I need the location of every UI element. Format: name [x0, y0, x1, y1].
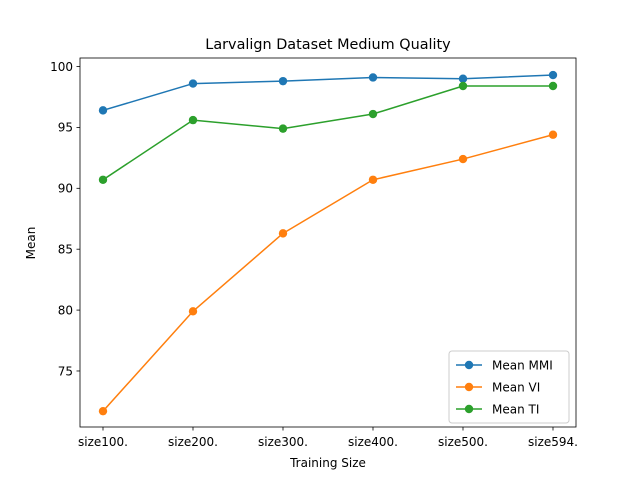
data-point-mean-mmi [98, 106, 108, 115]
plot-area-frame [79, 57, 577, 428]
data-point-mean-ti [548, 81, 558, 91]
series-line-mean-vi [101, 133, 554, 413]
y-tick-label: 95 [58, 121, 73, 135]
series-line-mean-mmi [102, 74, 554, 112]
legend-marker-mean-mmi [464, 360, 474, 370]
data-point-mean-mmi [188, 79, 198, 88]
y-axis-label: Mean [24, 227, 38, 260]
data-point-mean-ti [188, 115, 198, 125]
y-tick-label: 100 [50, 60, 73, 74]
x-tick-label: size300. [258, 435, 308, 449]
chart-title: Larvalign Dataset Medium Quality [205, 37, 451, 53]
data-point-mean-vi [188, 307, 198, 316]
data-point-mean-vi [548, 130, 558, 139]
legend-label-mean-mmi: Mean MMI [492, 358, 553, 372]
x-tick-label: size400. [348, 435, 398, 449]
series-mean-mmi [98, 70, 558, 115]
data-point-mean-mmi [278, 76, 288, 86]
x-axis-label: Training Size [289, 456, 366, 470]
y-tick-label: 80 [58, 303, 73, 317]
legend-marker-mean-vi [464, 382, 474, 392]
data-point-mean-mmi [548, 70, 558, 80]
legend-box [448, 350, 570, 424]
data-point-mean-mmi [368, 73, 378, 82]
x-tick-label: size500. [438, 435, 488, 449]
series-layer [98, 70, 558, 416]
x-axis: size100. size200. size300. size400. size500.… [78, 427, 578, 449]
legend-label-mean-vi: Mean VI [492, 380, 540, 394]
y-tick-label: 85 [58, 242, 73, 256]
data-point-mean-vi [98, 406, 108, 416]
legend: Mean MMI Mean VI Mean TI [448, 350, 570, 424]
x-tick-label: size100. [78, 435, 128, 449]
legend-marker-mean-ti [464, 404, 474, 414]
data-point-mean-vi [368, 175, 378, 184]
legend-label-mean-ti: Mean TI [492, 402, 539, 416]
data-point-mean-ti [368, 109, 378, 119]
data-point-mean-vi [278, 229, 288, 238]
y-tick-label: 75 [58, 364, 73, 378]
x-tick-label: size594. [528, 435, 578, 449]
y-axis: 75 80 85 90 95 100 [50, 60, 80, 378]
data-point-mean-vi [458, 154, 468, 164]
series-mean-vi [98, 130, 558, 416]
y-tick-label: 90 [58, 182, 73, 196]
series-mean-ti [98, 81, 558, 184]
data-point-mean-ti [278, 124, 288, 133]
data-point-mean-mmi [458, 74, 468, 83]
x-tick-label: size200. [168, 435, 218, 449]
series-line-mean-ti [101, 85, 554, 181]
data-point-mean-ti [98, 175, 108, 184]
data-point-mean-ti [458, 81, 468, 91]
